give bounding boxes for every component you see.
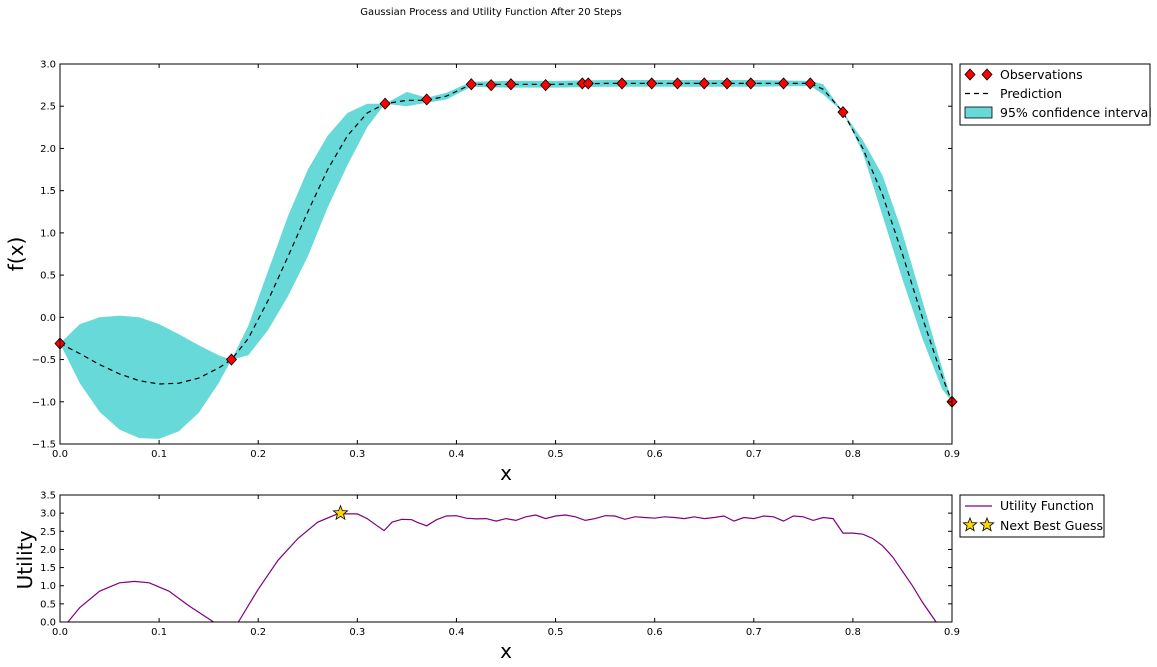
star-marker-icon	[962, 516, 978, 532]
observation-point	[582, 77, 594, 90]
observation-point	[540, 79, 552, 92]
observation-point	[721, 77, 733, 90]
x-tick-label: 0.3	[349, 449, 365, 460]
observation-point	[485, 79, 497, 92]
utility-lines	[67, 513, 937, 623]
x-tick-label: 0.2	[250, 449, 266, 460]
x-tick-label: 0.5	[548, 627, 564, 638]
gp-legend: Observations Prediction 95% confidence i…	[959, 63, 1152, 126]
x-tick-label: 0.0	[52, 627, 68, 638]
observation-point	[671, 77, 684, 90]
y-tick-label: −0.5	[32, 355, 56, 366]
y-tick-label: 1.0	[40, 228, 56, 239]
legend-next-best-guess: Next Best Guess	[962, 516, 1103, 533]
x-tick-label: 0.8	[845, 627, 861, 638]
legend-label-utility: Utility Function	[1000, 498, 1094, 513]
utility-axes-frame	[59, 494, 953, 623]
star-marker-icon	[979, 516, 995, 532]
legend-observations: Observations	[964, 67, 1083, 82]
y-tick-label: 0.0	[40, 313, 56, 324]
y-tick-label: 0.0	[40, 618, 56, 629]
legend-confidence: 95% confidence interval	[964, 105, 1152, 120]
observation-point	[777, 77, 790, 90]
observation-point	[646, 77, 658, 90]
gp-y-axis-label: f(x)	[4, 237, 28, 271]
y-tick-label: 2.0	[40, 144, 56, 155]
filled-box-icon	[964, 106, 993, 119]
utility-x-axis-label: x	[500, 639, 512, 663]
observation-point	[505, 78, 517, 91]
gp-axes-frame	[59, 63, 953, 445]
utility-plot-area	[67, 504, 937, 623]
x-tick-label: 0.6	[647, 449, 663, 460]
x-tick-label: 0.4	[448, 627, 464, 638]
legend-label-confidence: 95% confidence interval	[1000, 105, 1152, 120]
x-tick-label: 0.8	[845, 449, 861, 460]
y-tick-label: −1.5	[32, 440, 56, 451]
observation-point	[804, 77, 816, 90]
y-tick-label: 1.5	[40, 186, 56, 197]
prediction-line	[59, 82, 953, 403]
y-tick-label: 3.0	[40, 509, 56, 520]
x-tick-label: 0.7	[746, 449, 762, 460]
y-tick-label: 1.0	[40, 581, 56, 592]
observation-point	[421, 93, 433, 106]
next-best-guess-star	[332, 504, 349, 521]
observation-point	[698, 77, 710, 90]
observation-point	[745, 77, 757, 90]
y-tick-label: 0.5	[40, 271, 56, 282]
observation-point	[616, 77, 628, 90]
utility-line-segment	[237, 513, 937, 623]
x-tick-label: 0.9	[944, 627, 960, 638]
x-tick-label: 0.1	[151, 449, 167, 460]
x-tick-label: 0.2	[250, 627, 266, 638]
y-tick-label: −1.0	[32, 397, 56, 408]
observation-markers	[54, 77, 958, 408]
gp-chart: 0.0 0.1 0.2 0.3 0.4 0.5 0.6 0.7 0.8 0.9 −1.5−1.0−…	[4, 60, 1152, 486]
legend-prediction: Prediction	[965, 86, 1062, 101]
utility-x-ticks: 0.0 0.1 0.2 0.3 0.4 0.5 0.6 0.7 0.8 0.9	[52, 495, 960, 638]
observation-point	[837, 106, 849, 119]
y-tick-label: 2.0	[40, 545, 56, 556]
legend-label-observations: Observations	[1000, 67, 1083, 82]
gp-y-ticks: −1.5 −1.0 −0.5 0.0 0.5 1.0 1.5 2.0 2.5 3.0	[32, 60, 952, 451]
y-tick-label: 1.5	[40, 563, 56, 574]
gp-plot-area	[54, 77, 958, 439]
legend-utility-function: Utility Function	[965, 498, 1094, 513]
legend-label-next-guess: Next Best Guess	[1000, 518, 1103, 533]
x-tick-label: 0.3	[349, 627, 365, 638]
y-tick-label: 0.5	[40, 599, 56, 610]
observation-point	[225, 353, 238, 366]
y-tick-label: 2.5	[40, 102, 56, 113]
next-guess-marker	[332, 504, 349, 521]
y-tick-label: 3.5	[40, 491, 56, 502]
observation-point	[379, 97, 391, 110]
x-tick-label: 0.6	[647, 627, 663, 638]
utility-chart: 0.0 0.1 0.2 0.3 0.4 0.5 0.6 0.7 0.8 0.9 0.0 0.5 1.0…	[13, 491, 1105, 663]
x-tick-label: 0.0	[52, 449, 68, 460]
x-tick-label: 0.1	[151, 627, 167, 638]
diamond-marker-icon	[964, 68, 976, 81]
legend-label-prediction: Prediction	[1000, 86, 1062, 101]
x-tick-label: 0.7	[746, 627, 762, 638]
utility-y-ticks: 0.0 0.5 1.0 1.5 2.0 2.5 3.0 3.5	[40, 491, 952, 629]
gp-x-ticks: 0.0 0.1 0.2 0.3 0.4 0.5 0.6 0.7 0.8 0.9	[52, 64, 960, 460]
x-tick-label: 0.4	[448, 449, 464, 460]
y-tick-label: 2.5	[40, 527, 56, 538]
utility-legend: Utility Function Next Best Guess	[959, 494, 1105, 538]
figure-title: Gaussian Process and Utility Function Af…	[360, 7, 622, 18]
gp-x-axis-label: x	[500, 461, 512, 485]
utility-y-axis-label: Utility	[13, 530, 37, 589]
utility-line-segment	[67, 580, 214, 623]
confidence-band	[60, 80, 952, 439]
y-tick-label: 3.0	[40, 60, 56, 71]
diamond-marker-icon	[981, 68, 993, 81]
x-tick-label: 0.9	[944, 449, 960, 460]
observation-point	[465, 78, 477, 91]
x-tick-label: 0.5	[548, 449, 564, 460]
